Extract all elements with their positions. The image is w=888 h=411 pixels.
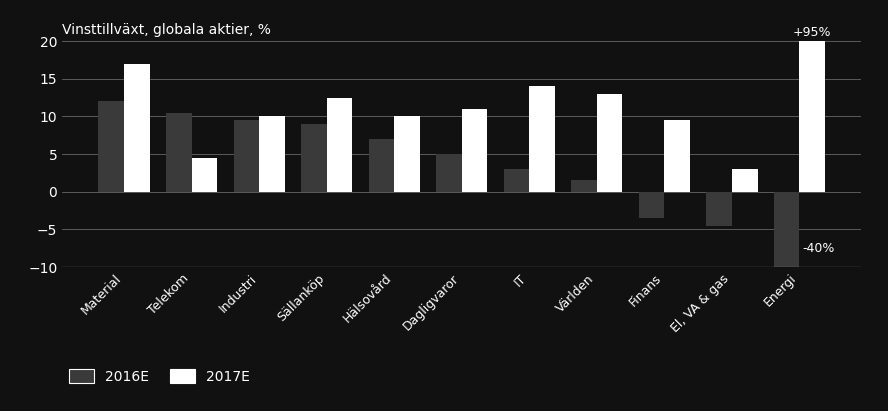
Text: +95%: +95%: [793, 26, 831, 39]
Bar: [529, 86, 555, 192]
Bar: [638, 192, 664, 218]
Bar: [394, 116, 420, 192]
Bar: [773, 192, 799, 411]
Bar: [799, 0, 825, 192]
Bar: [99, 102, 124, 192]
Bar: [166, 113, 192, 192]
Bar: [369, 139, 394, 192]
Bar: [597, 94, 622, 192]
Text: -40%: -40%: [803, 242, 835, 255]
Bar: [706, 192, 732, 226]
Legend: 2016E, 2017E: 2016E, 2017E: [69, 369, 250, 384]
Bar: [462, 109, 488, 192]
Bar: [571, 180, 597, 192]
Text: Vinsttillväxt, globala aktier, %: Vinsttillväxt, globala aktier, %: [62, 23, 271, 37]
Bar: [192, 158, 218, 192]
Bar: [259, 116, 285, 192]
Bar: [301, 124, 327, 192]
Bar: [234, 120, 259, 192]
Bar: [732, 169, 757, 192]
Bar: [327, 98, 353, 192]
Bar: [124, 64, 150, 192]
Bar: [436, 154, 462, 192]
Bar: [664, 120, 690, 192]
Bar: [503, 169, 529, 192]
